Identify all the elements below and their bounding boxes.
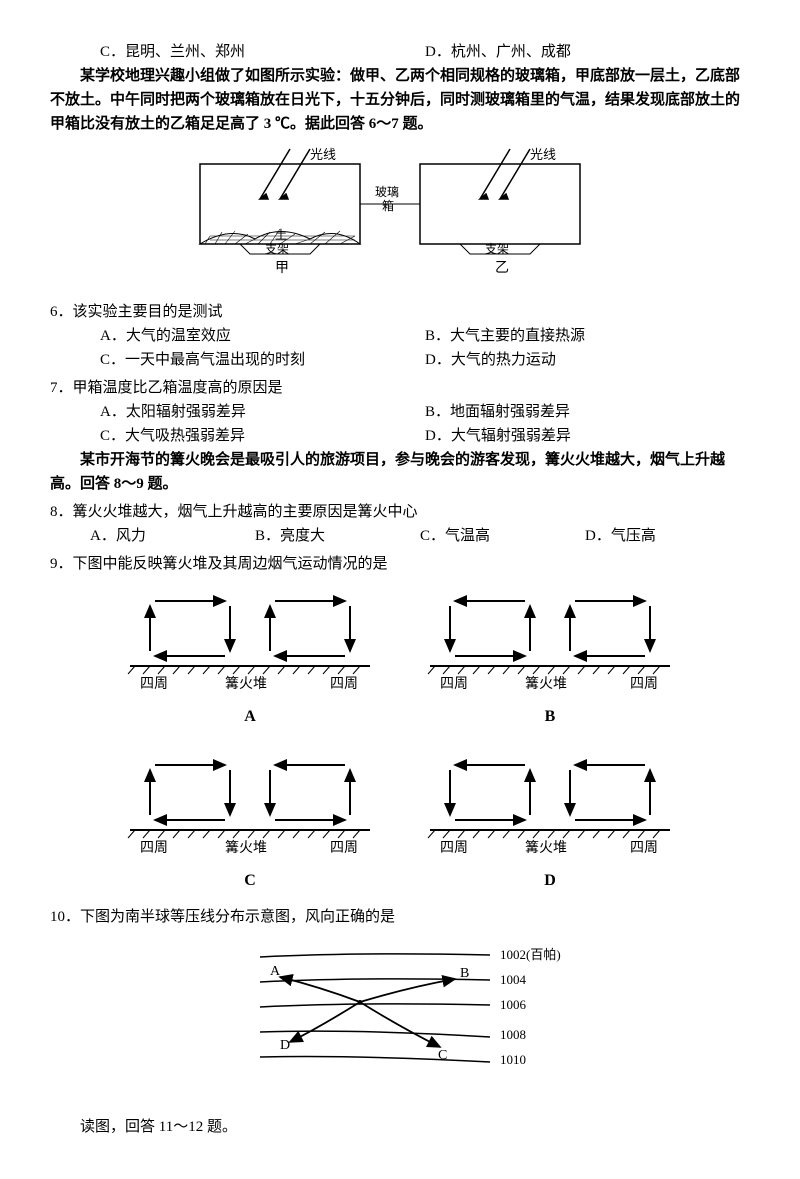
- q9-label-a: A: [120, 704, 380, 730]
- q7-row1: A．太阳辐射强弱差异 B．地面辐射强弱差异: [100, 400, 750, 424]
- q9-stem: 9．下图中能反映篝火堆及其周边烟气运动情况的是: [50, 552, 750, 576]
- svg-text:1004: 1004: [500, 972, 527, 987]
- q9-diagrams: 四周 篝火堆 四周 A: [120, 586, 680, 893]
- q7-row2: C．大气吸热强弱差异 D．大气辐射强弱差异: [100, 424, 750, 448]
- glassbox-label-2: 箱: [382, 198, 394, 213]
- svg-text:四周: 四周: [630, 677, 658, 692]
- passage-2: 某市开海节的篝火晚会是最吸引人的旅游项目，参与晚会的游客发现，篝火火堆越大，烟气…: [50, 448, 750, 496]
- q6-row2: C．一天中最高气温出现的时刻 D．大气的热力运动: [100, 348, 750, 372]
- box-label-a: 甲: [275, 261, 289, 276]
- q8-stem: 8．篝火火堆越大，烟气上升越高的主要原因是篝火中心: [50, 500, 750, 524]
- soil-label: 土: [275, 228, 287, 242]
- svg-text:四周: 四周: [330, 677, 358, 692]
- svg-text:1002(百帕): 1002(百帕): [500, 947, 561, 962]
- q8-opt-c: C．气温高: [420, 524, 585, 548]
- q7-stem: 7．甲箱温度比乙箱温度高的原因是: [50, 376, 750, 400]
- q6-opt-b: B．大气主要的直接热源: [425, 324, 750, 348]
- svg-text:四周: 四周: [630, 841, 658, 856]
- svg-text:篝火堆: 篝火堆: [225, 840, 267, 856]
- q5-opt-c: C．昆明、兰州、郑州: [100, 40, 425, 64]
- svg-text:1010: 1010: [500, 1052, 526, 1067]
- stand-label-2: 支架: [485, 242, 509, 256]
- svg-text:四周: 四周: [140, 677, 168, 692]
- tail-text: 读图，回答 11～12 题。: [80, 1115, 750, 1139]
- q6-stem: 6．该实验主要目的是测试: [50, 300, 750, 324]
- svg-text:1006: 1006: [500, 997, 527, 1012]
- q6-opt-c: C．一天中最高气温出现的时刻: [100, 348, 425, 372]
- figure-isobars: 1002(百帕) 1004 1006 1008 1010 A B C D: [50, 937, 750, 1095]
- q9-diag-c: 四周 篝火堆 四周 C: [120, 750, 380, 894]
- q9-label-c: C: [120, 868, 380, 894]
- q8-options: A．风力 B．亮度大 C．气温高 D．气压高: [90, 524, 750, 548]
- q9-label-d: D: [420, 868, 680, 894]
- box-label-b: 乙: [495, 260, 509, 276]
- q9-label-b: B: [420, 704, 680, 730]
- svg-text:C: C: [438, 1048, 447, 1063]
- svg-text:四周: 四周: [440, 677, 468, 692]
- svg-text:1008: 1008: [500, 1027, 526, 1042]
- light-label-1: 光线: [310, 147, 336, 162]
- q6-row1: A．大气的温室效应 B．大气主要的直接热源: [100, 324, 750, 348]
- q9-diag-a: 四周 篝火堆 四周 A: [120, 586, 380, 730]
- passage-1: 某学校地理兴趣小组做了如图所示实验：做甲、乙两个相同规格的玻璃箱，甲底部放一层土…: [50, 64, 750, 136]
- q9-diag-b: 四周 篝火堆 四周 B: [420, 586, 680, 730]
- q8-opt-d: D．气压高: [585, 524, 750, 548]
- q6-opt-a: A．大气的温室效应: [100, 324, 425, 348]
- svg-text:B: B: [460, 966, 469, 981]
- light-label-2: 光线: [530, 147, 556, 162]
- svg-text:篝火堆: 篝火堆: [225, 676, 267, 692]
- svg-text:四周: 四周: [140, 841, 168, 856]
- svg-text:篝火堆: 篝火堆: [525, 840, 567, 856]
- glassbox-label-1: 玻璃: [375, 185, 399, 199]
- q5-options-cd: C．昆明、兰州、郑州 D．杭州、广州、成都: [100, 40, 750, 64]
- stand-label-1: 支架: [265, 242, 289, 256]
- q9-diag-d: 四周 篝火堆 四周 D: [420, 750, 680, 894]
- q7-opt-b: B．地面辐射强弱差异: [425, 400, 750, 424]
- q6-opt-d: D．大气的热力运动: [425, 348, 750, 372]
- q7-opt-a: A．太阳辐射强弱差异: [100, 400, 425, 424]
- svg-text:篝火堆: 篝火堆: [525, 676, 567, 692]
- svg-text:四周: 四周: [330, 841, 358, 856]
- q7-opt-d: D．大气辐射强弱差异: [425, 424, 750, 448]
- svg-text:A: A: [270, 964, 281, 979]
- svg-text:四周: 四周: [440, 841, 468, 856]
- q8-opt-a: A．风力: [90, 524, 255, 548]
- q10-stem: 10．下图为南半球等压线分布示意图，风向正确的是: [50, 905, 750, 929]
- figure-glass-boxes: 土 光线 支架 甲 玻璃 箱 光线 支架 乙: [50, 144, 750, 292]
- q8-opt-b: B．亮度大: [255, 524, 420, 548]
- svg-text:D: D: [280, 1038, 290, 1053]
- q7-opt-c: C．大气吸热强弱差异: [100, 424, 425, 448]
- q5-opt-d: D．杭州、广州、成都: [425, 40, 750, 64]
